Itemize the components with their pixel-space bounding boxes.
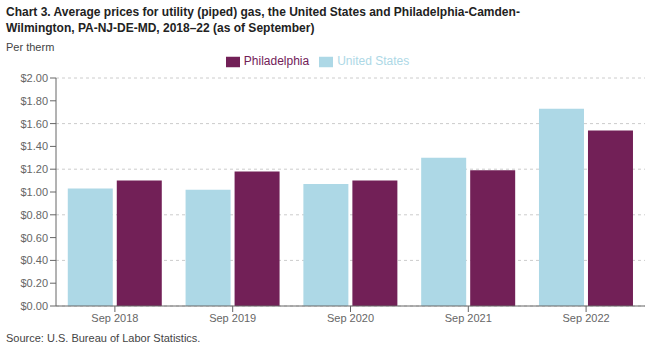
svg-text:$1.80: $1.80 [20, 95, 48, 107]
svg-text:Sep 2020: Sep 2020 [327, 312, 374, 324]
svg-text:$0.60: $0.60 [20, 232, 48, 244]
html-text:Per therm: Per therm [6, 41, 55, 53]
svg-text:$0.00: $0.00 [20, 300, 48, 312]
svg-text:Sep 2019: Sep 2019 [209, 312, 256, 324]
svg-text:$1.00: $1.00 [20, 186, 48, 198]
svg-text:Sep 2018: Sep 2018 [91, 312, 138, 324]
svg-text:$0.80: $0.80 [20, 209, 48, 221]
html-text:Wilmington, PA-NJ-DE-MD, 2018–: Wilmington, PA-NJ-DE-MD, 2018–22 (as of … [6, 21, 315, 35]
html-text:Chart 3. Average prices for ut: Chart 3. Average prices for utility (pip… [6, 5, 520, 19]
svg-text:$0.20: $0.20 [20, 277, 48, 289]
svg-text:$0.40: $0.40 [20, 254, 48, 266]
html-text:Philadelphia: Philadelphia [243, 54, 310, 68]
svg-text:$1.60: $1.60 [20, 118, 48, 130]
svg-text:$2.00: $2.00 [20, 72, 48, 84]
html-text:Source: U.S. Bureau of Labor S: Source: U.S. Bureau of Labor Statistics. [6, 332, 201, 344]
svg-text:Sep 2021: Sep 2021 [445, 312, 492, 324]
html-text:United States: United States [337, 54, 410, 68]
svg-text:$1.40: $1.40 [20, 140, 48, 152]
svg-text:Sep 2022: Sep 2022 [563, 312, 610, 324]
svg-text:$1.20: $1.20 [20, 163, 48, 175]
